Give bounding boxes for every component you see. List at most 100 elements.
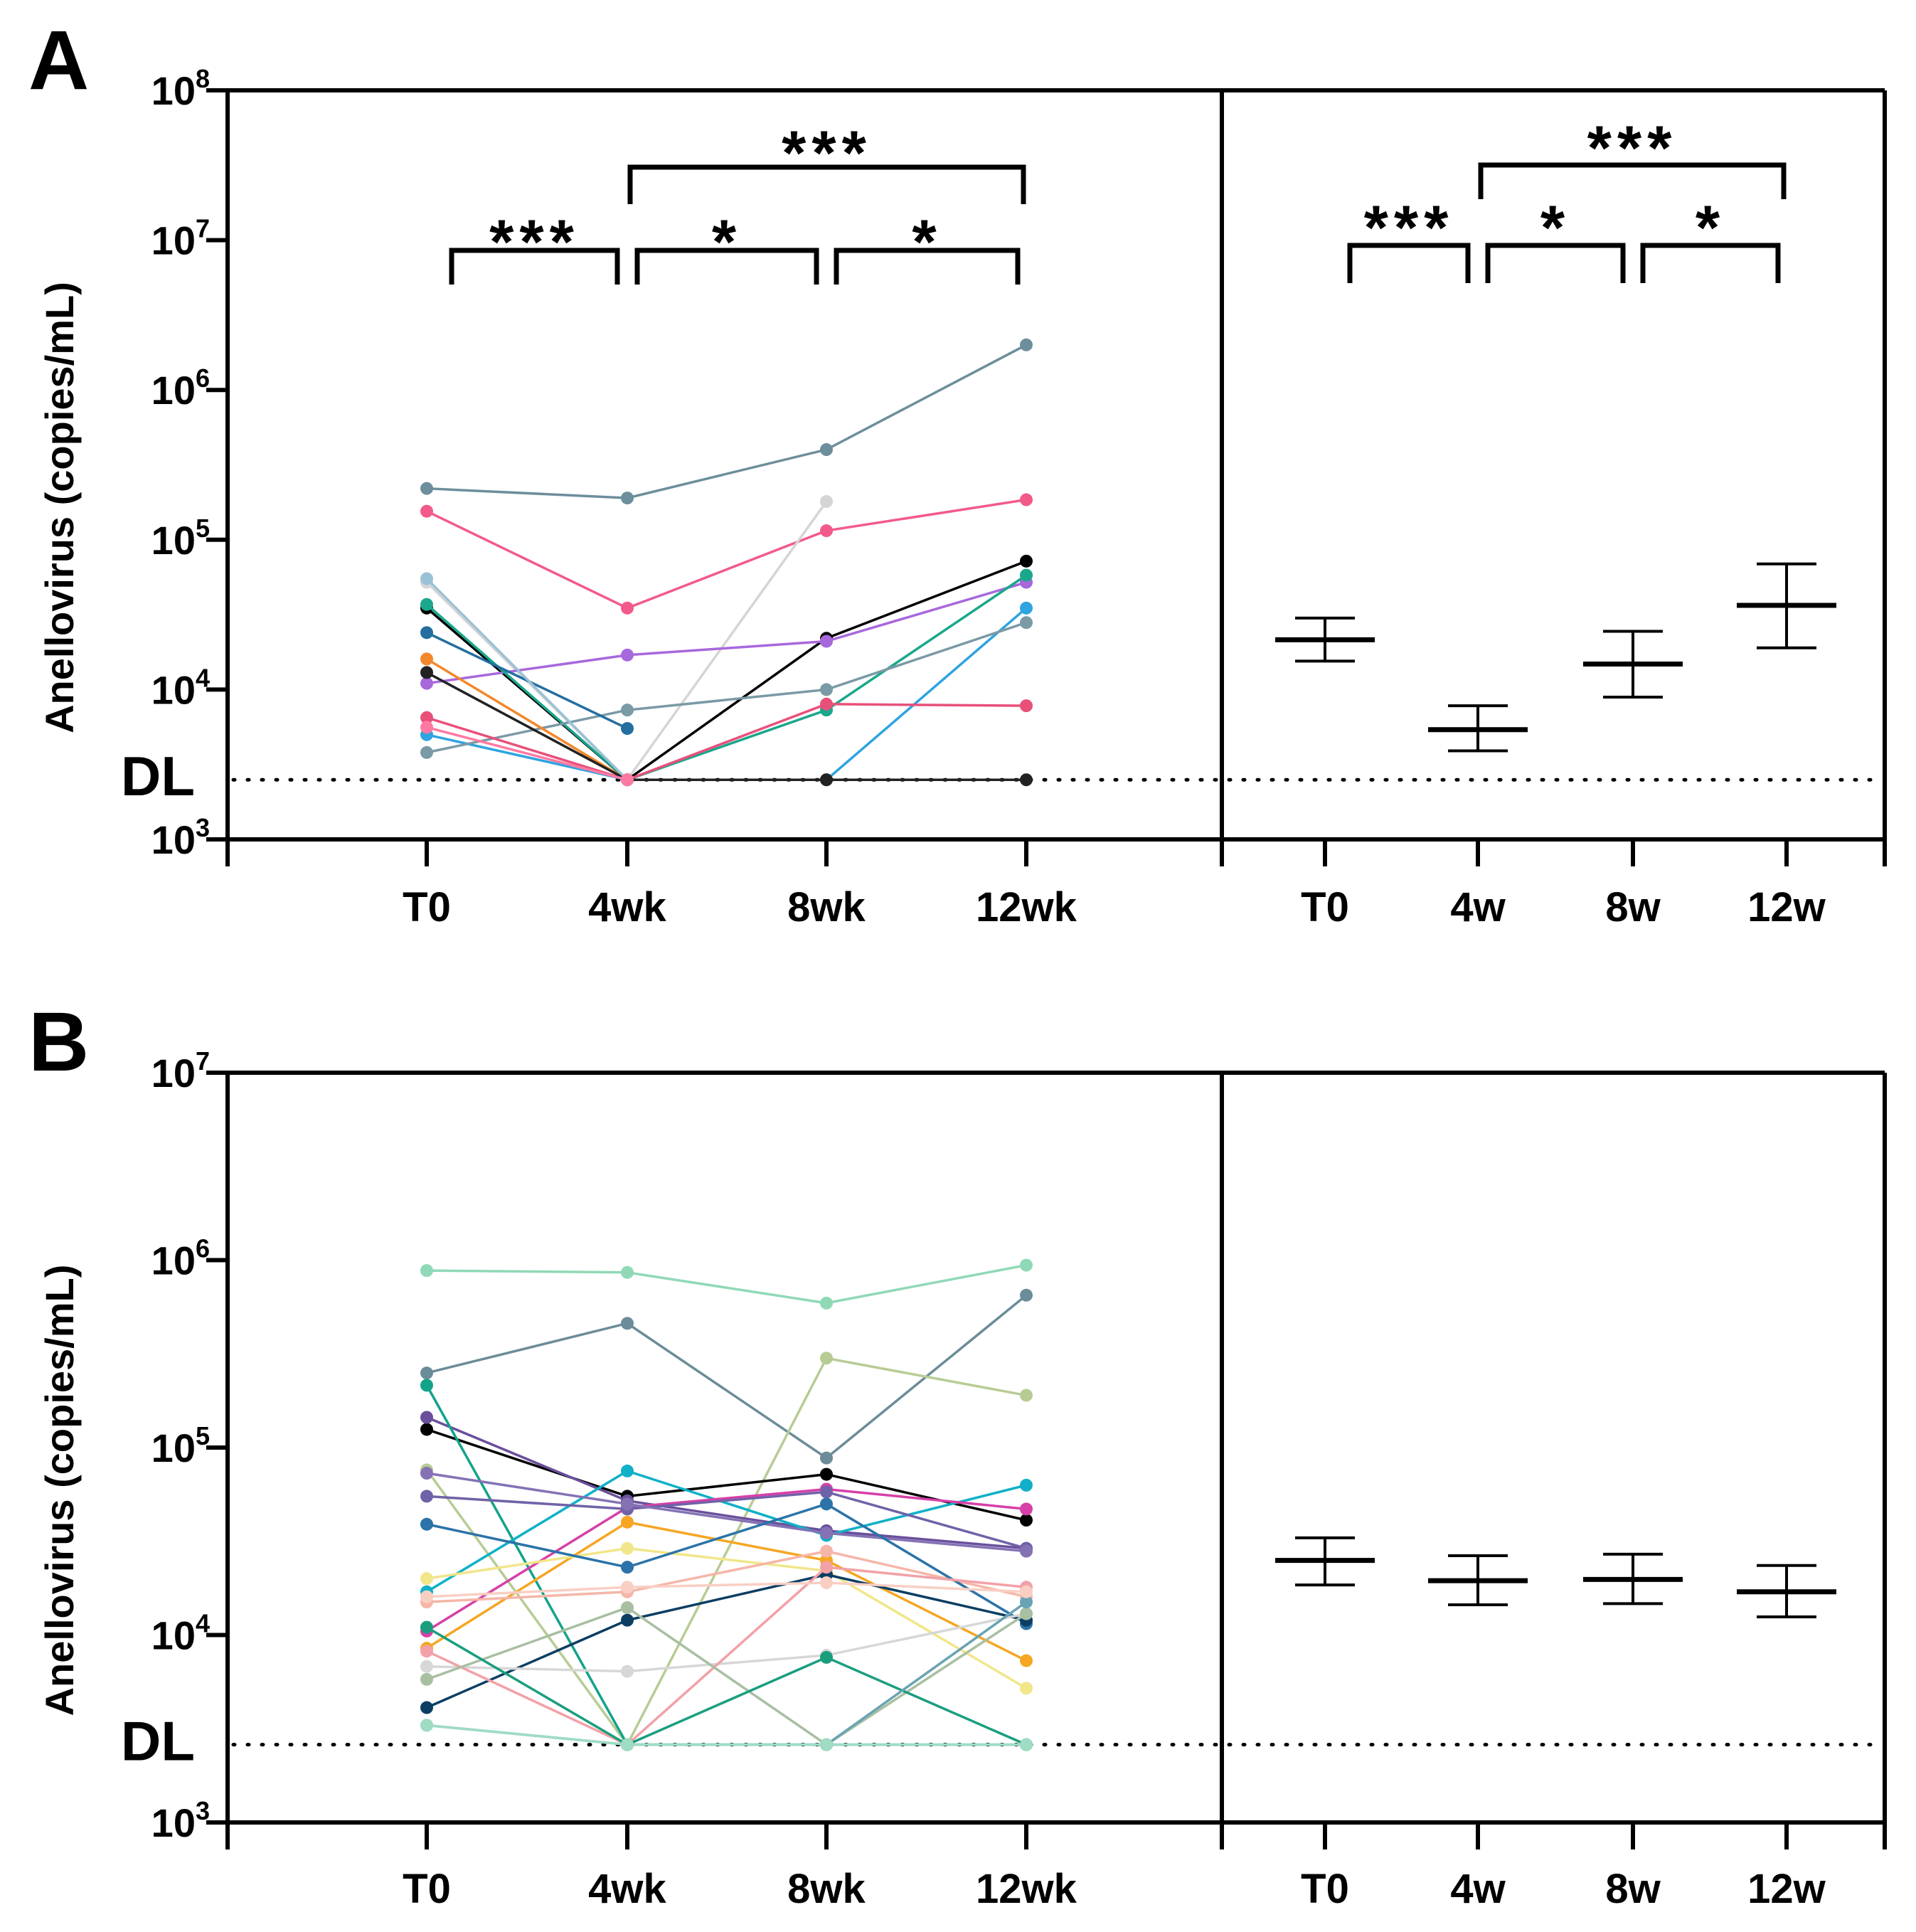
pb-left-x-tick-label: 4wk <box>588 1866 666 1912</box>
pb-series-point-15 <box>420 1660 433 1673</box>
pa-series-point-7 <box>420 745 433 759</box>
pb-series-line-12 <box>426 1549 1027 1603</box>
pb-series-point-21 <box>1020 1585 1033 1598</box>
pa-significance-label-3: *** <box>782 117 872 188</box>
pb-series-group <box>420 1258 1033 1751</box>
pb-series-point-0 <box>420 1264 433 1278</box>
pa-significance-label-0: *** <box>489 206 580 277</box>
pb-y-tick-base: 10 <box>151 1426 196 1470</box>
pb-series-point-21 <box>621 1581 634 1594</box>
pb-series-point-18 <box>420 1620 433 1634</box>
pa-series-point-10 <box>420 652 433 666</box>
pa-significance-bracket-6 <box>1640 243 1781 283</box>
pa-detection-limit-label: DL <box>121 745 195 807</box>
pb-series-point-2 <box>820 1352 833 1365</box>
pa-y-tick-base: 10 <box>151 218 196 263</box>
pa-left-x-tick-label: 12wk <box>976 884 1077 930</box>
pa-series-point-1 <box>420 504 433 518</box>
pb-series-point-19 <box>1020 1596 1033 1609</box>
pa-series-point-8 <box>420 711 433 724</box>
pb-right-x-tick-label: 12w <box>1747 1866 1826 1912</box>
pa-right-x-tick-label: 8w <box>1605 884 1661 930</box>
pa-left-x-tick-label: 4wk <box>588 884 666 930</box>
pb-y-tick-base: 10 <box>151 1613 196 1658</box>
pa-y-tick-label: 103 <box>151 813 210 862</box>
pb-label: B <box>28 995 89 1089</box>
pa-series-point-6 <box>1020 601 1033 615</box>
pb-series-point-1 <box>820 1451 833 1465</box>
pa-series-point-1 <box>621 601 634 615</box>
pa-y-tick-base: 10 <box>151 667 196 712</box>
pa-series-point-2 <box>820 495 833 509</box>
pb-y-tick-label: 106 <box>151 1234 210 1283</box>
pb-series-point-9 <box>420 1467 433 1480</box>
pb-series-point-10 <box>1020 1654 1033 1667</box>
pb-y-tick-exponent: 7 <box>196 1046 210 1076</box>
pa-series-point-1 <box>820 524 833 538</box>
pb-series-line-14 <box>426 1573 1027 1709</box>
pa-y-tick-exponent: 8 <box>196 64 210 93</box>
pa-series-line-11 <box>426 671 1026 781</box>
pb-series-line-20 <box>426 1724 1026 1746</box>
pb-y-tick-base: 10 <box>151 1800 196 1845</box>
pa-series-point-0 <box>1020 338 1033 351</box>
pb-series-point-1 <box>420 1366 433 1380</box>
pa-y-tick-label: 106 <box>151 363 210 413</box>
pb-series-line-4 <box>426 1416 1027 1550</box>
pb-series-point-3 <box>420 1423 433 1436</box>
pa-y-tick-label: 104 <box>151 663 210 712</box>
pb-y-tick-exponent: 6 <box>196 1234 210 1263</box>
pa-y-tick-exponent: 4 <box>196 663 210 692</box>
pa-series-point-5 <box>1020 568 1033 582</box>
pb-series-point-6 <box>621 1464 634 1477</box>
pb-series-line-13 <box>426 1502 1027 1625</box>
pa-left-x-tick-label: T0 <box>403 884 451 930</box>
pb-series-point-8 <box>420 1490 433 1503</box>
pa-series-point-0 <box>621 492 634 505</box>
pb-series-point-16 <box>420 1645 433 1658</box>
pa-y-tick-label: 107 <box>151 214 210 263</box>
pb-series-point-3 <box>1020 1514 1033 1527</box>
pb-series-point-5 <box>420 1379 433 1392</box>
pa-series-point-13 <box>621 773 634 787</box>
pa-significance-label-2: * <box>912 206 942 277</box>
pb-series-point-10 <box>621 1515 634 1529</box>
pb-right-x-tick-label: 8w <box>1605 1866 1661 1912</box>
pa-significance-bracket-5 <box>1485 243 1626 283</box>
pb-right-x-tick-label: 4w <box>1450 1866 1506 1912</box>
pa-series-line-5 <box>425 574 1027 782</box>
pa-series-point-4 <box>621 648 634 662</box>
pa-significance-label-4: *** <box>1364 192 1454 262</box>
pa-y-tick-base: 10 <box>151 817 196 862</box>
pb-series-line-10 <box>426 1521 1027 1662</box>
pa-series-point-9 <box>420 626 433 639</box>
pb-series-point-15 <box>621 1665 634 1678</box>
pb-series-line-2 <box>425 1357 1027 1747</box>
pb-y-tick-label: 107 <box>151 1046 210 1095</box>
pa-series-line-1 <box>426 498 1027 610</box>
pb-series-line-1 <box>426 1294 1028 1460</box>
pa-series-line-0 <box>426 344 1027 499</box>
pb-left-x-tick-label: 12wk <box>976 1866 1077 1912</box>
pa-series-point-8 <box>1020 699 1033 713</box>
pb-y-tick-exponent: 4 <box>196 1609 210 1638</box>
pa-series-point-8 <box>820 697 833 711</box>
pb-series-line-9 <box>426 1472 1027 1553</box>
pa-label: A <box>28 14 89 107</box>
pb-series-point-9 <box>820 1527 833 1540</box>
pa-series-point-7 <box>1020 616 1033 630</box>
pa-series-point-0 <box>420 482 433 495</box>
pb-series-point-17 <box>621 1601 634 1614</box>
pa-series-line-2 <box>425 501 828 782</box>
pa-significance-bracket-7 <box>1478 162 1787 199</box>
pb-series-point-8 <box>820 1485 833 1499</box>
pa-series-line-7 <box>426 621 1027 754</box>
pa-series-point-13 <box>420 721 433 734</box>
pb-y-tick-label: 105 <box>151 1421 210 1470</box>
pa-significance-bracket-2 <box>834 248 1021 285</box>
pa-series-line-10 <box>426 657 826 781</box>
pa-series-point-11 <box>1020 773 1033 787</box>
pb-series-point-13 <box>420 1517 433 1531</box>
